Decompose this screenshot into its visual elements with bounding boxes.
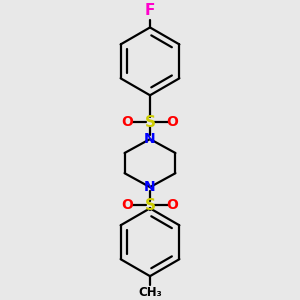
Text: N: N — [144, 132, 156, 146]
Text: O: O — [122, 115, 134, 129]
Text: O: O — [167, 199, 178, 212]
Text: S: S — [145, 115, 155, 130]
Text: F: F — [145, 3, 155, 18]
Text: O: O — [122, 199, 134, 212]
Text: CH₃: CH₃ — [138, 286, 162, 299]
Text: O: O — [167, 115, 178, 129]
Text: S: S — [145, 198, 155, 213]
Text: N: N — [144, 180, 156, 194]
